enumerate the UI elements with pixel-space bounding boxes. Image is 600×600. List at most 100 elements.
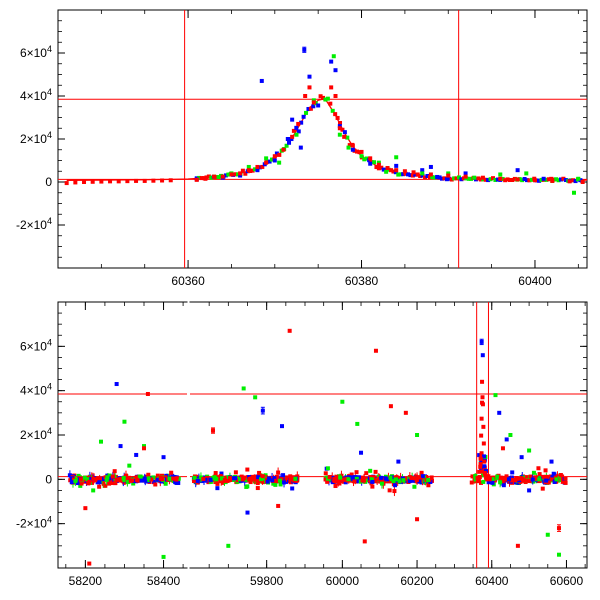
data-point bbox=[290, 117, 295, 122]
data-point bbox=[329, 59, 334, 64]
data-point bbox=[272, 476, 277, 481]
data-point bbox=[107, 481, 112, 486]
y-tick-label: 6×104 bbox=[20, 337, 52, 353]
data-point bbox=[333, 476, 338, 481]
data-point bbox=[256, 475, 261, 480]
data-point bbox=[519, 455, 524, 460]
data-point bbox=[508, 433, 513, 437]
data-point bbox=[160, 477, 165, 482]
data-point bbox=[423, 175, 428, 180]
data-point bbox=[354, 479, 359, 484]
data-point bbox=[401, 172, 406, 177]
y-tick-label: 2×104 bbox=[20, 426, 52, 442]
data-point bbox=[323, 477, 328, 482]
data-point bbox=[246, 164, 251, 169]
data-point bbox=[498, 475, 503, 480]
data-point bbox=[346, 145, 351, 150]
data-point bbox=[470, 474, 475, 479]
data-point bbox=[490, 176, 495, 181]
data-point bbox=[469, 176, 474, 181]
data-point bbox=[560, 479, 565, 484]
data-point bbox=[412, 484, 417, 489]
data-point bbox=[428, 479, 433, 484]
data-point bbox=[165, 477, 170, 482]
data-point bbox=[539, 177, 544, 182]
data-point bbox=[473, 474, 478, 479]
data-point bbox=[323, 471, 328, 476]
data-point bbox=[554, 177, 559, 182]
data-point bbox=[480, 395, 485, 400]
data-point bbox=[271, 481, 276, 486]
data-point bbox=[479, 451, 484, 456]
data-point bbox=[280, 424, 284, 429]
data-point bbox=[151, 178, 156, 183]
data-point bbox=[110, 481, 115, 486]
data-point bbox=[155, 473, 160, 478]
data-point bbox=[127, 463, 132, 468]
data-point bbox=[338, 475, 343, 480]
x-tick-label: 60200 bbox=[400, 574, 434, 588]
data-point bbox=[238, 173, 243, 178]
data-point bbox=[75, 481, 80, 486]
data-point bbox=[396, 459, 401, 464]
data-point bbox=[73, 180, 78, 185]
data-point bbox=[316, 103, 321, 108]
data-point bbox=[373, 469, 378, 474]
data-point bbox=[293, 476, 298, 481]
data-point bbox=[91, 488, 96, 493]
data-point bbox=[427, 175, 432, 180]
data-point bbox=[391, 479, 396, 484]
data-point bbox=[255, 168, 260, 173]
data-point bbox=[264, 156, 269, 161]
data-point bbox=[563, 476, 568, 481]
data-point bbox=[376, 160, 381, 165]
data-point bbox=[307, 74, 312, 79]
data-point bbox=[571, 190, 576, 195]
data-point bbox=[335, 115, 340, 120]
data-point bbox=[153, 482, 158, 487]
data-point bbox=[370, 484, 375, 489]
data-point bbox=[391, 169, 396, 174]
data-point bbox=[160, 178, 165, 183]
data-point bbox=[388, 404, 393, 409]
data-point bbox=[132, 476, 137, 481]
data-point bbox=[192, 475, 197, 480]
data-point bbox=[515, 543, 520, 548]
data-point bbox=[311, 104, 316, 109]
data-point bbox=[510, 178, 515, 183]
data-point bbox=[116, 179, 121, 184]
data-point bbox=[490, 480, 495, 485]
data-point bbox=[497, 410, 502, 415]
data-point bbox=[108, 179, 113, 184]
bottom-panel: 6×104 4×104 2×104 0 -2×104 58200 58400 59800 600… bbox=[16, 300, 588, 588]
data-point bbox=[354, 476, 359, 481]
data-point bbox=[528, 474, 533, 479]
data-point bbox=[527, 178, 532, 183]
data-point bbox=[349, 472, 354, 477]
data-point bbox=[527, 479, 532, 484]
data-point bbox=[216, 175, 221, 180]
data-point bbox=[480, 473, 485, 478]
data-point bbox=[403, 410, 408, 415]
data-point bbox=[137, 474, 142, 479]
data-point bbox=[135, 477, 140, 482]
data-point bbox=[420, 171, 425, 176]
data-point bbox=[318, 94, 323, 99]
data-point bbox=[504, 437, 509, 442]
data-point bbox=[466, 176, 471, 181]
data-point bbox=[260, 474, 265, 479]
x-tick-label: 60360 bbox=[171, 274, 205, 288]
data-point bbox=[446, 173, 451, 178]
data-point bbox=[481, 424, 486, 429]
data-point bbox=[517, 476, 522, 481]
data-point bbox=[334, 474, 339, 479]
data-point bbox=[477, 469, 482, 474]
data-point bbox=[374, 165, 379, 170]
data-point bbox=[225, 478, 230, 483]
data-point bbox=[287, 140, 292, 145]
data-point bbox=[355, 149, 360, 154]
data-point bbox=[163, 481, 168, 486]
data-point bbox=[550, 178, 555, 183]
plot-frame bbox=[57, 9, 588, 269]
data-point bbox=[490, 477, 495, 482]
